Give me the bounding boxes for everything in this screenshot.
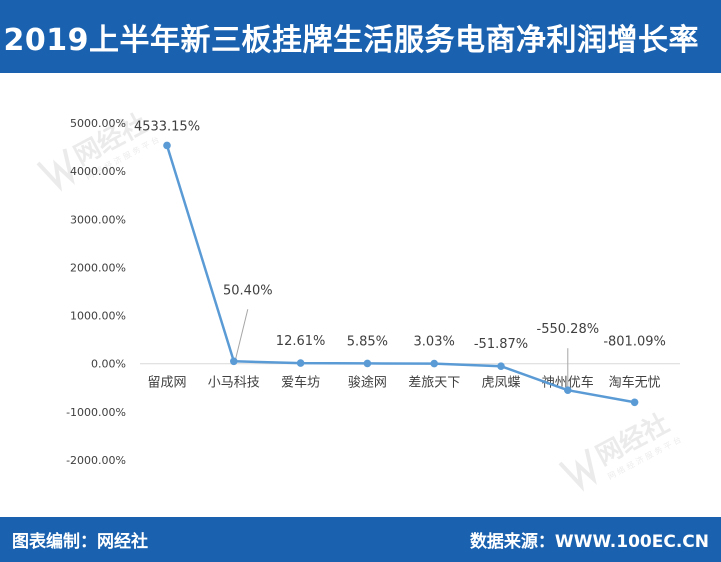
data-point [163, 141, 171, 150]
data-label: -51.87% [474, 337, 528, 352]
data-point [630, 398, 639, 407]
data-label: 12.61% [276, 334, 326, 349]
page-title: 2019上半年新三板挂牌生活服务电商净利润增长率 [3, 22, 699, 58]
data-point [296, 359, 305, 367]
series-line [165, 145, 635, 404]
chart-credit: 图表编制：网经社 [12, 532, 148, 552]
y-tick-label: 5000.00% [70, 117, 126, 130]
data-point [564, 386, 572, 395]
data-label: -801.09% [603, 334, 666, 349]
x-tick-label: 爱车坊 [281, 375, 320, 391]
data-label-leader [235, 309, 249, 359]
x-tick-label: 虎凤蝶 [481, 376, 520, 391]
y-tick-label: -2000.00% [66, 454, 126, 467]
y-tick-label: 1000.00% [70, 310, 126, 323]
x-tick-label: 小马科技 [208, 376, 260, 391]
data-label: 5.85% [347, 334, 388, 349]
y-tick-label: -1000.00% [66, 406, 126, 419]
x-tick-label: 留成网 [147, 376, 186, 391]
data-label: 50.40% [223, 283, 273, 298]
y-tick-label: 3000.00% [70, 213, 126, 226]
data-point [497, 362, 505, 371]
y-tick-label: 4000.00% [70, 165, 126, 178]
header-band: 2019上半年新三板挂牌生活服务电商净利润增长率 [0, 0, 721, 73]
data-source: 数据来源：WWW.100EC.CN [469, 532, 709, 552]
watermark-ws-logo [558, 448, 597, 492]
data-point [230, 357, 238, 366]
x-tick-label: 差旅天下 [408, 376, 460, 391]
x-tick-label: 淘车无忧 [609, 375, 661, 391]
data-point [363, 359, 372, 368]
watermark-ws-logo [36, 148, 75, 192]
data-label: 3.03% [414, 335, 455, 350]
y-tick-label: 0.00% [91, 358, 126, 371]
footer-band: 图表编制：网经社 数据来源：WWW.100EC.CN [0, 517, 721, 562]
data-label: -550.28% [537, 322, 600, 337]
data-point [430, 359, 439, 368]
x-tick-label: 骏途网 [348, 375, 387, 391]
chart-area: 网经社网 络 经 济 服 务 平 台网经社网 络 经 济 服 务 平 台 5000… [0, 73, 721, 517]
data-label: 4533.15% [134, 119, 200, 134]
y-tick-label: 2000.00% [70, 261, 126, 274]
